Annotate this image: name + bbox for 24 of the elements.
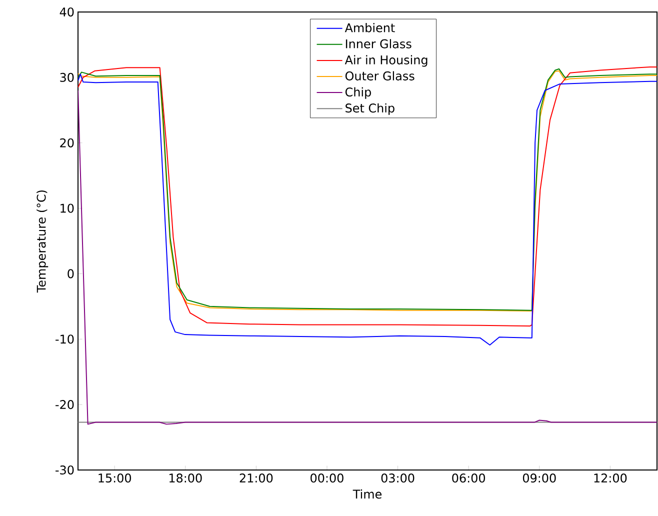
x-axis-title: Time bbox=[352, 489, 382, 499]
legend-label: Chip bbox=[345, 87, 371, 99]
y-tick-label: 10 bbox=[60, 204, 74, 213]
x-tick-label: 06:00 bbox=[452, 474, 486, 483]
legend-label: Ambient bbox=[344, 23, 395, 32]
legend-label: Outer Glass bbox=[345, 71, 414, 80]
y-tick-label: 40 bbox=[60, 7, 74, 17]
legend-label: Inner Glass bbox=[346, 39, 412, 48]
legend-label: Air in Housing bbox=[344, 55, 428, 67]
y-tick-label: 20 bbox=[60, 138, 74, 148]
x-tick-label: 15:00 bbox=[98, 474, 132, 483]
x-tick-label: 09:00 bbox=[522, 474, 556, 483]
x-tick-label: 03:00 bbox=[381, 474, 414, 483]
y-tick-label: -20 bbox=[56, 400, 74, 410]
y-tick-label: -10 bbox=[56, 334, 74, 344]
x-tick-label: 00:00 bbox=[310, 474, 344, 483]
y-tick-label: -30 bbox=[56, 465, 74, 475]
y-axis-title: Temperature (°C) bbox=[36, 190, 48, 293]
x-tick-label: 12:00 bbox=[594, 474, 627, 483]
y-tick-label: 0 bbox=[68, 269, 74, 278]
y-tick-label: 30 bbox=[60, 72, 74, 82]
x-tick-label: 21:00 bbox=[240, 474, 273, 483]
legend-label: Set Chip bbox=[346, 103, 394, 115]
x-tick-label: 18:00 bbox=[169, 474, 202, 483]
